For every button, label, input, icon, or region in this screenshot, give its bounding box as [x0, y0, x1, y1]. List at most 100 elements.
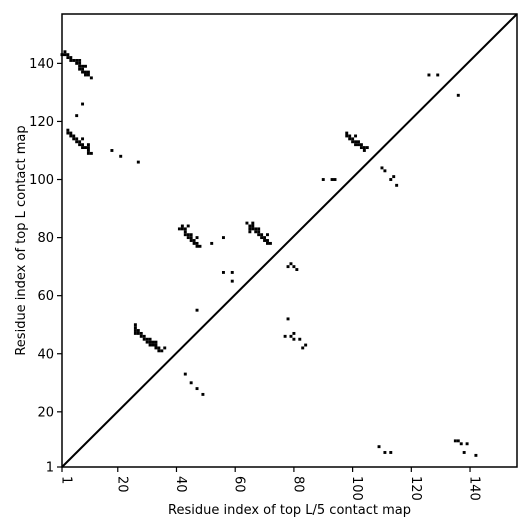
contact-point — [263, 239, 267, 242]
contact-point — [189, 233, 193, 237]
contact-point — [351, 140, 355, 144]
contact-point — [69, 59, 73, 62]
contact-point — [84, 146, 87, 150]
contact-point — [148, 343, 152, 347]
contact-point — [245, 221, 249, 225]
contact-point — [139, 331, 143, 335]
contact-point — [81, 70, 85, 74]
contact-point — [180, 224, 184, 228]
x-tick-label: 120 — [408, 476, 423, 501]
contact-point — [133, 326, 137, 330]
contact-point — [289, 334, 293, 338]
contact-point — [210, 241, 214, 245]
contact-point — [395, 183, 399, 187]
contact-point — [81, 102, 85, 106]
contact-point — [84, 64, 87, 68]
contact-point — [154, 346, 158, 350]
contact-point — [192, 241, 196, 245]
y-tick-label: 80 — [37, 231, 54, 246]
contact-point — [136, 331, 140, 335]
contact-point — [183, 230, 187, 234]
contact-point — [383, 451, 387, 454]
contact-point — [183, 227, 187, 231]
x-tick-label: 80 — [290, 476, 305, 493]
contact-point — [145, 340, 149, 344]
contact-point — [257, 233, 261, 237]
contact-point — [75, 137, 79, 141]
contact-point — [81, 67, 85, 71]
contact-point — [254, 227, 258, 231]
contact-point — [186, 236, 190, 240]
contact-point — [195, 387, 199, 391]
contact-point — [192, 239, 196, 242]
contact-point — [75, 61, 79, 65]
contact-point — [260, 233, 264, 237]
contact-point — [257, 227, 261, 231]
contact-point — [84, 73, 87, 77]
y-tick-label: 120 — [29, 115, 54, 130]
contact-point — [154, 340, 158, 344]
contact-point — [304, 343, 308, 347]
x-tick-label: 40 — [173, 476, 188, 493]
contact-point — [362, 149, 366, 152]
contact-point — [459, 442, 463, 446]
contact-point — [330, 178, 334, 181]
contact-point — [266, 239, 269, 242]
contact-point — [133, 331, 137, 335]
contact-point — [136, 329, 140, 332]
contact-point — [110, 149, 114, 152]
y-tick-label: 20 — [37, 405, 54, 420]
contact-point — [72, 59, 76, 62]
y-tick-label: 40 — [37, 347, 54, 362]
contact-point — [383, 169, 387, 173]
contact-point — [66, 128, 70, 132]
contact-point — [75, 140, 79, 144]
contact-point — [283, 334, 287, 338]
contact-point — [63, 50, 67, 54]
contact-point — [354, 140, 358, 144]
contact-point — [377, 445, 381, 449]
contact-point — [183, 233, 187, 237]
contact-point — [72, 137, 76, 141]
contact-point — [254, 230, 258, 234]
contact-point — [354, 143, 358, 147]
contact-point — [81, 64, 85, 68]
contact-point — [221, 236, 225, 240]
contact-point — [66, 56, 70, 60]
x-tick-label: 60 — [232, 476, 247, 493]
contact-point — [195, 241, 199, 245]
contact-point — [251, 224, 255, 228]
y-tick-label: 60 — [37, 289, 54, 304]
contact-point — [292, 331, 296, 335]
contact-point — [69, 131, 73, 135]
contact-point — [136, 160, 140, 164]
contact-point — [248, 224, 252, 228]
contact-point — [362, 146, 366, 150]
contact-point — [295, 268, 299, 271]
contact-point — [78, 140, 82, 144]
contact-point — [189, 239, 193, 242]
contact-point — [75, 59, 79, 62]
plot-frame — [61, 13, 518, 468]
contact-point — [266, 241, 269, 245]
contact-point — [195, 244, 199, 248]
contact-point — [465, 442, 469, 446]
contact-point — [84, 70, 87, 74]
contact-point — [453, 439, 457, 443]
contact-point — [142, 337, 146, 341]
x-tick-label: 1 — [59, 476, 74, 484]
contact-point — [251, 227, 255, 231]
contact-point — [151, 340, 155, 344]
contact-point — [86, 143, 90, 147]
contact-point — [359, 143, 363, 147]
x-tick-label: 100 — [349, 476, 364, 501]
contact-point — [289, 262, 293, 266]
contact-point — [145, 337, 149, 341]
contact-point — [359, 146, 363, 150]
contact-point — [78, 59, 82, 62]
contact-point — [348, 137, 352, 141]
contact-point — [198, 244, 202, 248]
contact-point — [474, 453, 478, 457]
